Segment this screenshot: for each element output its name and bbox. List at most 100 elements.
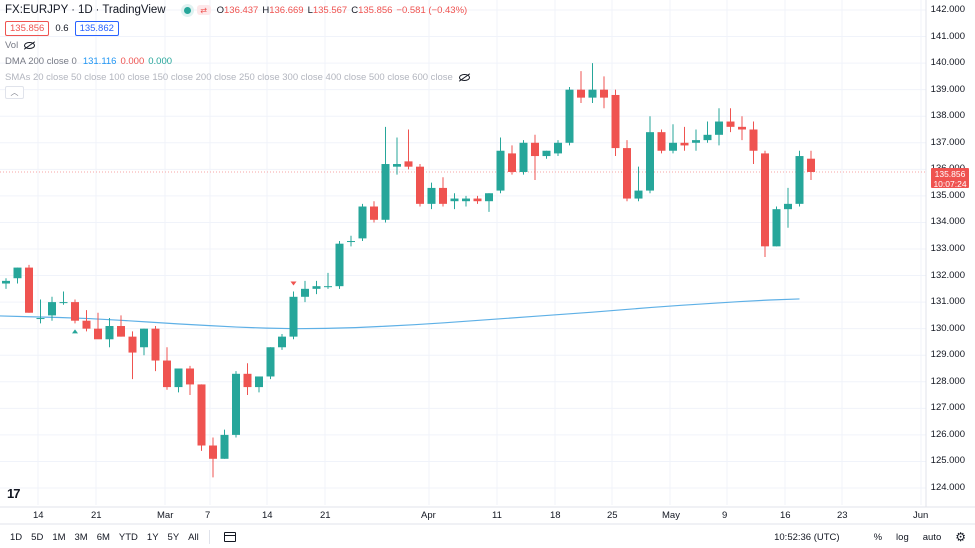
dma-200-line: [0, 298, 800, 330]
candle-body: [657, 132, 666, 151]
candle-body: [715, 121, 723, 135]
price-tick-label: 131.000: [930, 296, 965, 308]
price-tick-label: 135.000: [930, 189, 965, 201]
bid-ask-panel: 135.856 0.6 135.862: [5, 21, 119, 36]
symbol-name[interactable]: FX:EURJPY: [5, 4, 69, 16]
timeframe-1m-button[interactable]: 1M: [52, 531, 66, 543]
time-tick-label: 23: [837, 510, 848, 521]
time-tick-label: 7: [205, 510, 211, 521]
candle-body: [508, 153, 516, 172]
smas-label: SMAs 20 close 50 close 100 close 150 clo…: [5, 72, 453, 83]
candle-body: [174, 368, 183, 388]
timeframe-1d-button[interactable]: 1D: [10, 531, 23, 543]
price-tick-label: 127.000: [930, 402, 965, 414]
candle-body: [519, 142, 528, 172]
dma-legend[interactable]: DMA 200 close 0 131.116 0.000 0.000: [5, 56, 172, 67]
right-tools: 10:52:36 (UTC) % log auto ⚙: [774, 526, 966, 548]
high-value: 136.669: [269, 4, 304, 16]
auto-scale-toggle[interactable]: auto: [922, 531, 942, 543]
eye-hidden-icon[interactable]: [458, 74, 470, 81]
spread-value: 0.6: [55, 23, 69, 34]
gear-icon[interactable]: ⚙: [955, 530, 966, 544]
calendar-icon[interactable]: [223, 532, 236, 542]
price-tick-label: 132.000: [930, 269, 965, 281]
candle-body: [588, 89, 597, 98]
last-price-badge: 135.856 10:07:24: [931, 168, 969, 189]
candle-body: [462, 198, 470, 202]
candle-body: [473, 198, 482, 202]
interval-label[interactable]: 1D: [77, 4, 93, 16]
symbol-legend: FX:EURJPY · 1D · TradingView ⇄ O 136.437…: [5, 4, 471, 16]
timeframe-5d-button[interactable]: 5D: [31, 531, 44, 543]
volume-legend[interactable]: Vol: [5, 40, 36, 51]
candle-body: [301, 288, 309, 297]
legend-separator: ·: [71, 4, 75, 16]
price-tick-label: 128.000: [930, 375, 965, 387]
price-tick-label: 126.000: [930, 428, 965, 440]
candle-body: [531, 142, 539, 157]
dma-value: 131.116: [82, 56, 117, 67]
timeframe-5y-button[interactable]: 5Y: [167, 531, 180, 543]
candle-body: [347, 241, 355, 243]
percent-scale-toggle[interactable]: %: [873, 531, 883, 543]
candle-body: [646, 132, 654, 191]
candle-body: [772, 209, 781, 247]
candle-body: [220, 434, 229, 459]
time-tick-label: 21: [320, 510, 331, 521]
volume-label: Vol: [5, 40, 19, 51]
candle-body: [692, 140, 700, 143]
tradingview-logo[interactable]: 17: [7, 486, 21, 501]
sell-button[interactable]: 135.856: [5, 21, 50, 36]
bottom-toolbar: 1D 5D 1M 3M 6M YTD 1Y 5Y All 10:52:36 (U…: [0, 526, 975, 548]
open-key: O: [216, 4, 224, 16]
market-status-icon[interactable]: [183, 6, 191, 14]
candle-body: [404, 161, 413, 167]
timeframe-ytd-button[interactable]: YTD: [118, 531, 138, 543]
candle-body: [703, 134, 712, 141]
buy-signal-icon: [72, 329, 78, 334]
candle-body: [370, 206, 378, 220]
sell-signal-icon: [290, 281, 297, 286]
eye-hidden-icon[interactable]: [24, 42, 36, 49]
timeframe-6m-button[interactable]: 6M: [96, 531, 110, 543]
smas-legend[interactable]: SMAs 20 close 50 close 100 close 150 clo…: [5, 72, 470, 83]
candle-body: [738, 126, 746, 130]
time-tick-label: 14: [262, 510, 273, 521]
candle-body: [669, 142, 677, 151]
candle-body: [680, 142, 689, 146]
legend-separator: ·: [95, 4, 100, 16]
buy-button[interactable]: 135.862: [74, 21, 119, 36]
price-tick-label: 125.000: [930, 455, 965, 467]
candle-body: [36, 318, 45, 320]
timeframe-1y-button[interactable]: 1Y: [146, 531, 159, 543]
bar-countdown: 10:07:24: [933, 179, 967, 189]
candle-body: [128, 336, 137, 353]
time-tick-label: 25: [607, 510, 618, 521]
candle-body: [2, 280, 10, 284]
candle-body: [726, 121, 735, 127]
candle-body: [278, 336, 286, 348]
change-value: −0.581 (−0.43%): [396, 4, 468, 16]
time-tick-label: Mar: [157, 510, 174, 521]
time-tick-label: 11: [492, 510, 502, 521]
candle-body: [94, 328, 102, 340]
log-scale-toggle[interactable]: log: [896, 531, 909, 543]
candle-body: [255, 376, 263, 388]
candle-body: [439, 187, 447, 204]
source-label: TradingView: [102, 4, 166, 16]
candle-body: [48, 302, 56, 316]
timeframe-all-button[interactable]: All: [188, 531, 199, 543]
candle-body: [71, 302, 79, 321]
candle-body: [450, 198, 459, 202]
rewind-flag-icon[interactable]: ⇄: [196, 5, 211, 15]
time-tick-label: May: [662, 510, 680, 521]
clock[interactable]: 10:52:36 (UTC): [774, 531, 840, 543]
candle-body: [243, 373, 252, 388]
timeframe-3m-button[interactable]: 3M: [74, 531, 88, 543]
collapse-legend-button[interactable]: ︿: [5, 86, 24, 99]
candle-body: [163, 360, 171, 388]
candle-body: [807, 158, 815, 172]
candle-body: [151, 328, 160, 361]
candle-body: [427, 187, 436, 204]
